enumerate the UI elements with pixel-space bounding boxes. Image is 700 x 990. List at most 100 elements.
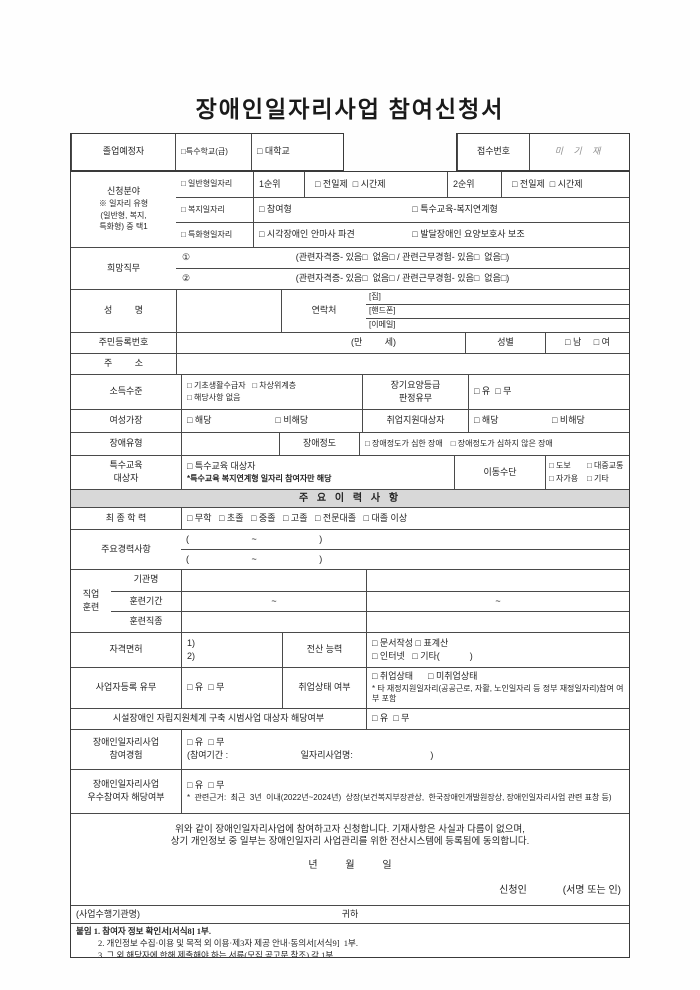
- gender-options-cell[interactable]: □ 남 □ 여: [545, 333, 629, 353]
- emp-status-checkboxes[interactable]: □ 취업상태 □ 미취업상태: [372, 671, 478, 682]
- welfare-type-checkbox[interactable]: □ 참여형: [259, 204, 292, 215]
- history-header-cell: 주 요 이 력 사 항: [71, 490, 629, 507]
- desired-job-entry-2[interactable]: ② (관련자격증- 있음□ 없음□ / 관련근무경험- 있음□ 없음□): [176, 269, 629, 289]
- education-label: 최 종 학 력: [105, 512, 147, 523]
- computer-skill-label: 전산 능력: [306, 644, 343, 655]
- income-checkboxes-1[interactable]: □ 기초생활수급자 □ 차상위계층: [187, 380, 297, 390]
- apply-field-label-1: 신청분야: [106, 186, 141, 197]
- disability-type-label-cell: 장애유형: [71, 433, 181, 455]
- business-reg-options-cell[interactable]: □ 유 □ 무: [181, 668, 282, 708]
- license-input-cell[interactable]: 1) 2): [181, 633, 282, 667]
- license-row: 자격면허 1) 2) 전산 능력 □ 문서작성 □ 표계산 □ 인터넷 □ 기타…: [71, 632, 629, 667]
- special-job-cell[interactable]: □ 특화형일자리: [176, 223, 253, 247]
- general-job-cell[interactable]: □ 일반형일자리: [176, 172, 253, 197]
- education-options-cell[interactable]: □ 무학 □ 초졸 □ 중졸 □ 고졸 □ 전문대졸 □ 대졸 이상: [181, 508, 629, 529]
- welfare-job-cell[interactable]: □ 복지일자리: [176, 198, 253, 222]
- performing-org-placeholder[interactable]: (사업수행기관명): [76, 908, 140, 919]
- desired-job-label-cell: 희망직무: [71, 248, 176, 289]
- training-org-input-2[interactable]: [366, 570, 629, 591]
- general-job-row: □ 일반형일자리 1순위 □ 전일제 □ 시간제 2순위 □ 전일제 □ 시간제: [176, 172, 629, 197]
- computer-skill-label-cell: 전산 능력: [282, 633, 366, 667]
- computer-skill-checkboxes-1[interactable]: □ 문서작성 □ 표계산: [372, 637, 449, 648]
- excellent-checkboxes[interactable]: □ 유 □ 무: [187, 779, 225, 790]
- emp-support-yes-checkbox[interactable]: □ 해당: [474, 415, 499, 426]
- address-row: 주 소: [71, 353, 629, 374]
- welfare-job-row: □ 복지일자리 □ 참여형 □ 특수교육-복지연계형: [176, 197, 629, 222]
- entry-2-cert-checkboxes[interactable]: (관련자격증- 있음□ 없음□ / 관련근무경험- 있음□ 없음□): [295, 273, 510, 284]
- recipient-cell: (사업수행기관명) 귀하: [71, 906, 629, 923]
- welfare-job-checkbox[interactable]: □ 복지일자리: [181, 204, 225, 214]
- education-checkboxes[interactable]: □ 무학 □ 초졸 □ 중졸 □ 고졸 □ 전문대졸 □ 대졸 이상: [187, 512, 408, 523]
- name-input-cell[interactable]: [176, 290, 281, 332]
- facility-pilot-checkboxes[interactable]: □ 유 □ 무: [372, 713, 410, 724]
- career-input-2[interactable]: ( ~ ): [181, 550, 629, 569]
- facility-pilot-options-cell[interactable]: □ 유 □ 무: [366, 709, 629, 729]
- participation-exp-detail[interactable]: (참여기간 : 일자리사업명: ): [187, 750, 434, 760]
- female-head-no-checkbox[interactable]: □ 비해당: [275, 415, 309, 426]
- disability-type-input-cell[interactable]: [181, 433, 279, 455]
- home-phone-label: [집]: [369, 291, 381, 301]
- public-transit-checkbox[interactable]: □ 대중교통: [587, 460, 624, 470]
- own-car-checkbox[interactable]: □ 자가용: [549, 473, 579, 483]
- home-phone-field[interactable]: [집]: [366, 290, 629, 304]
- recipient-row: (사업수행기관명) 귀하: [71, 905, 629, 923]
- female-head-yes-checkbox[interactable]: □ 해당: [187, 415, 212, 426]
- special-edu-checkbox[interactable]: □ 특수교육 대상자: [187, 460, 256, 471]
- entry-1-cert-checkboxes[interactable]: (관련자격증- 있음□ 없음□ / 관련근무경험- 있음□ 없음□): [295, 252, 510, 263]
- training-period-label-cell: 훈련기간: [111, 592, 181, 612]
- address-input-cell[interactable]: [176, 354, 629, 374]
- training-field-input-1[interactable]: [181, 612, 366, 632]
- rank1-options-checkboxes[interactable]: □ 전일제 □ 시간제: [315, 178, 386, 189]
- rank2-options-checkboxes[interactable]: □ 전일제 □ 시간제: [512, 178, 583, 189]
- email-field[interactable]: [이메일]: [366, 319, 629, 332]
- emp-support-no-checkbox[interactable]: □ 비해당: [552, 415, 585, 426]
- desired-job-entry-1[interactable]: ① (관련자격증- 있음□ 없음□ / 관련근무경험- 있음□ 없음□): [176, 248, 629, 268]
- training-period-input-1[interactable]: ~: [181, 591, 366, 612]
- desired-job-row-1: ① (관련자격증- 있음□ 없음□ / 관련근무경험- 있음□ 없음□): [176, 248, 629, 268]
- special-edu-label-1: 특수교육: [109, 460, 143, 471]
- participation-exp-checkboxes[interactable]: □ 유 □ 무: [187, 737, 225, 748]
- university-checkbox[interactable]: □ 대학교: [257, 146, 290, 157]
- welfare-sped-checkbox[interactable]: □ 특수교육-복지연계형: [412, 204, 498, 215]
- ltc-options-cell[interactable]: □ 유 □ 무: [468, 375, 629, 409]
- training-period-input-2[interactable]: ~: [366, 591, 629, 612]
- career-input-1[interactable]: ( ~ ): [181, 530, 629, 549]
- walk-checkbox[interactable]: □ 도보: [549, 460, 571, 470]
- facility-pilot-label: 시설장애인 자립지원체계 구축 시범사업 대상자 해당여부: [112, 713, 325, 724]
- mobile-phone-field[interactable]: [핸드폰]: [366, 305, 629, 318]
- caregiver-assist-checkbox[interactable]: □ 발달장애인 요양보호사 보조: [412, 229, 525, 240]
- masseur-checkbox[interactable]: □ 시각장애인 안마사 파견: [259, 229, 355, 240]
- participation-exp-label-1: 장애인일자리사업: [92, 737, 160, 748]
- special-school-cell[interactable]: □특수학교(급): [175, 134, 251, 170]
- license-label-cell: 자격면허: [71, 633, 181, 667]
- ltc-checkboxes[interactable]: □ 유 □ 무: [474, 386, 512, 397]
- date-line[interactable]: 년 월 일: [308, 859, 392, 871]
- rank1-options-cell[interactable]: □ 전일제 □ 시간제: [304, 172, 447, 197]
- transport-label: 이동수단: [483, 466, 517, 477]
- job-training-rows: 기관명 훈련기간 ~ ~ 훈련직종: [111, 570, 629, 632]
- income-checkboxes-2[interactable]: □ 해당사항 없음: [187, 392, 241, 402]
- general-job-checkbox[interactable]: □ 일반형일자리: [181, 179, 233, 189]
- training-org-input-1[interactable]: [181, 570, 366, 591]
- special-school-checkbox[interactable]: □특수학교(급): [181, 146, 228, 156]
- career-period-1: ( ~ ): [186, 533, 323, 544]
- university-cell[interactable]: □ 대학교: [251, 134, 343, 170]
- mild-disability-checkbox[interactable]: □ 장애정도가 심하지 않은 장애: [450, 438, 553, 448]
- rank2-options-cell[interactable]: □ 전일제 □ 시간제: [501, 172, 629, 197]
- rank1-label: 1순위: [259, 178, 281, 189]
- special-job-checkbox[interactable]: □ 특화형일자리: [181, 229, 233, 239]
- computer-skill-checkboxes-2[interactable]: □ 인터넷 □ 기타( ): [372, 650, 473, 661]
- ltc-label-cell: 장기요양등급 판정유무: [362, 375, 468, 409]
- rrn-input-cell[interactable]: (만 세): [176, 333, 465, 353]
- special-edu-label-2: 대상자: [113, 473, 139, 483]
- license-label: 자격면허: [109, 644, 143, 655]
- business-reg-checkboxes[interactable]: □ 유 □ 무: [187, 682, 225, 693]
- signature-placeholder[interactable]: (서명 또는 인): [562, 885, 621, 897]
- age-placeholder: (만 세): [350, 337, 397, 348]
- gender-label: 성별: [497, 337, 514, 348]
- training-field-input-2[interactable]: [366, 612, 629, 632]
- severe-disability-checkbox[interactable]: □ 장애정도가 심한 장애: [365, 438, 443, 448]
- other-transport-checkbox[interactable]: □ 기타: [587, 473, 609, 483]
- desired-job-label: 희망직무: [106, 262, 141, 273]
- gender-checkboxes[interactable]: □ 남 □ 여: [565, 337, 610, 348]
